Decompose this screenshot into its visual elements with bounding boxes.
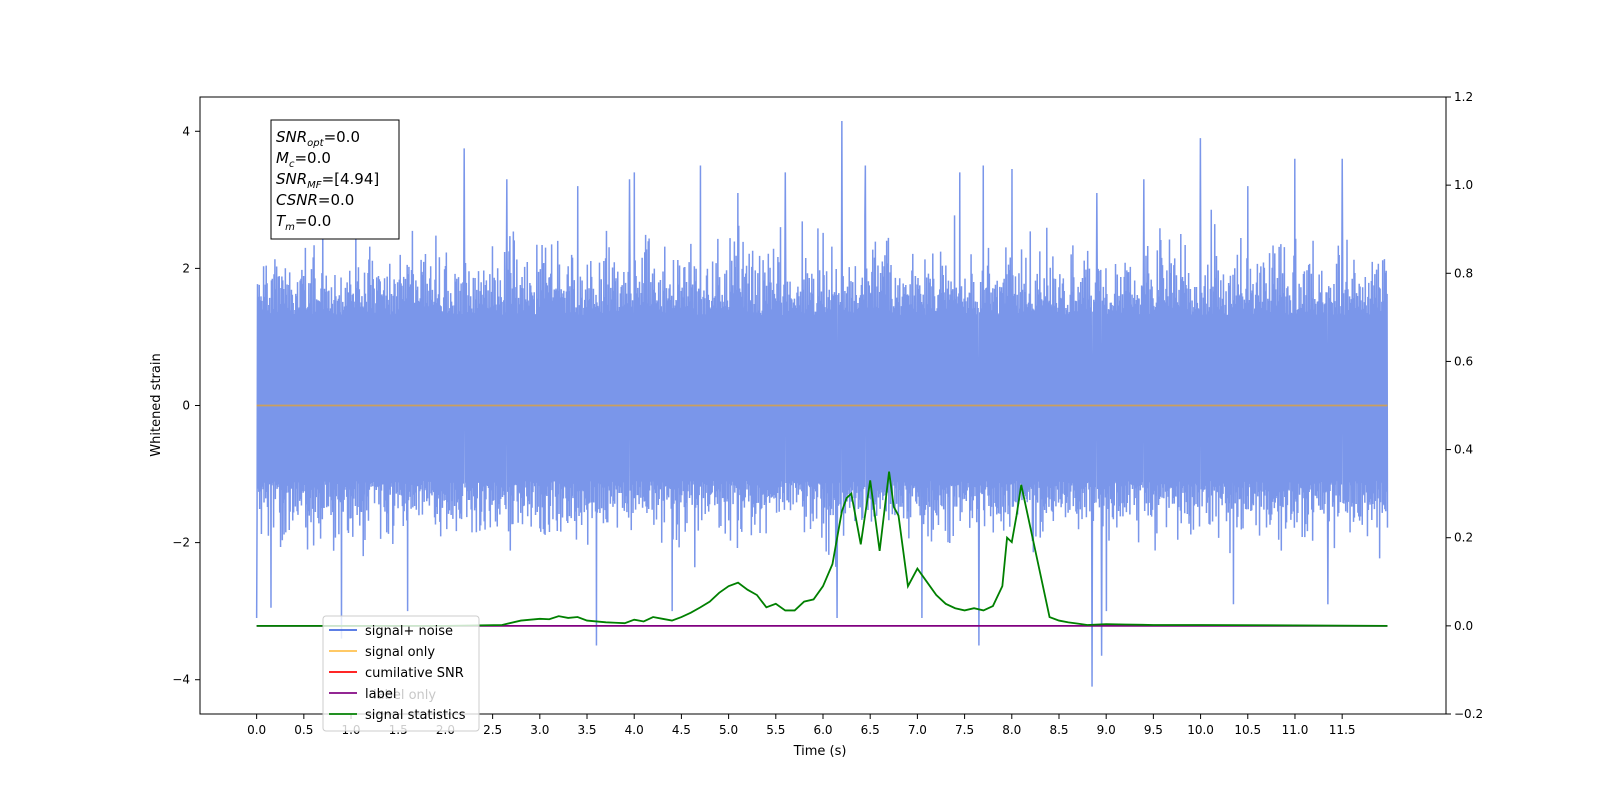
y-tick-label: −2 [172, 536, 190, 550]
legend-frame [322, 615, 480, 732]
series-signal-statistics-line [256, 471, 1388, 627]
legend-label: signal only [365, 645, 435, 660]
x-tick-label: 8.5 [1049, 723, 1068, 737]
annotation-line: SNRopt=0.0 [276, 128, 360, 149]
x-tick-label: 4.0 [625, 723, 644, 737]
x-tick-label: 9.5 [1144, 723, 1163, 737]
x-tick-label: 11.0 [1282, 723, 1309, 737]
y2-tick-label: 0.4 [1454, 443, 1473, 457]
x-tick-label: 4.5 [672, 723, 691, 737]
y-tick-label: 0 [182, 399, 190, 413]
y2-tick-label: 1.0 [1454, 178, 1473, 192]
x-tick-label: 6.5 [861, 723, 880, 737]
legend-label: label [365, 687, 396, 702]
x-tick-label: 7.5 [955, 723, 974, 737]
x-tick-label: 0.5 [294, 723, 313, 737]
x-tick-label: 3.5 [577, 723, 596, 737]
y-tick-label: −4 [172, 673, 190, 687]
x-tick-label: 5.5 [766, 723, 785, 737]
y-axis-right: −0.2 0.0 0.2 0.4 0.6 0.8 1.0 1.2 [1446, 90, 1483, 721]
x-axis-label: Time (s) [793, 744, 847, 759]
annotation-line: CSNR=0.0 [276, 191, 354, 209]
x-tick-label: 8.0 [1002, 723, 1021, 737]
series-signal-plus-noise-line [255, 120, 1389, 687]
y-tick-label: 4 [182, 124, 190, 138]
annotation-line: Mc=0.0 [276, 149, 331, 170]
x-tick-label: 0.0 [247, 723, 266, 737]
annotation-frame [270, 119, 400, 240]
y2-tick-label: 0.6 [1454, 354, 1473, 368]
x-tick-label: 6.0 [813, 723, 832, 737]
y2-tick-label: 0.8 [1454, 266, 1473, 280]
legend: label only signal+ noise signal only cumila… [322, 615, 480, 732]
legend-label: cumilative SNR [365, 666, 464, 681]
x-tick-label: 2.5 [483, 723, 502, 737]
legend-overlap-text: label only [373, 688, 436, 703]
x-tick-label: 9.0 [1097, 723, 1116, 737]
y2-tick-label: 0.2 [1454, 531, 1473, 545]
x-tick-label: 10.0 [1187, 723, 1214, 737]
x-tick-label: 5.0 [719, 723, 738, 737]
legend-label: signal statistics [365, 708, 466, 723]
y-axis-label: Whitened strain [149, 353, 164, 456]
x-tick-label: 7.0 [908, 723, 927, 737]
y2-tick-label: 0.0 [1454, 619, 1473, 633]
x-tick-label: 11.5 [1329, 723, 1356, 737]
x-tick-label: 3.0 [530, 723, 549, 737]
y2-tick-label: −0.2 [1454, 707, 1483, 721]
annotation-line: SNRMF=[4.94] [276, 170, 379, 191]
y2-tick-label: 1.2 [1454, 90, 1473, 104]
x-tick-label: 10.5 [1234, 723, 1261, 737]
annotation-line: Tm=0.0 [276, 212, 331, 233]
legend-label: signal+ noise [365, 624, 453, 639]
y-axis-left: −4 −2 0 2 4 [172, 124, 200, 687]
y-tick-label: 2 [182, 261, 190, 275]
